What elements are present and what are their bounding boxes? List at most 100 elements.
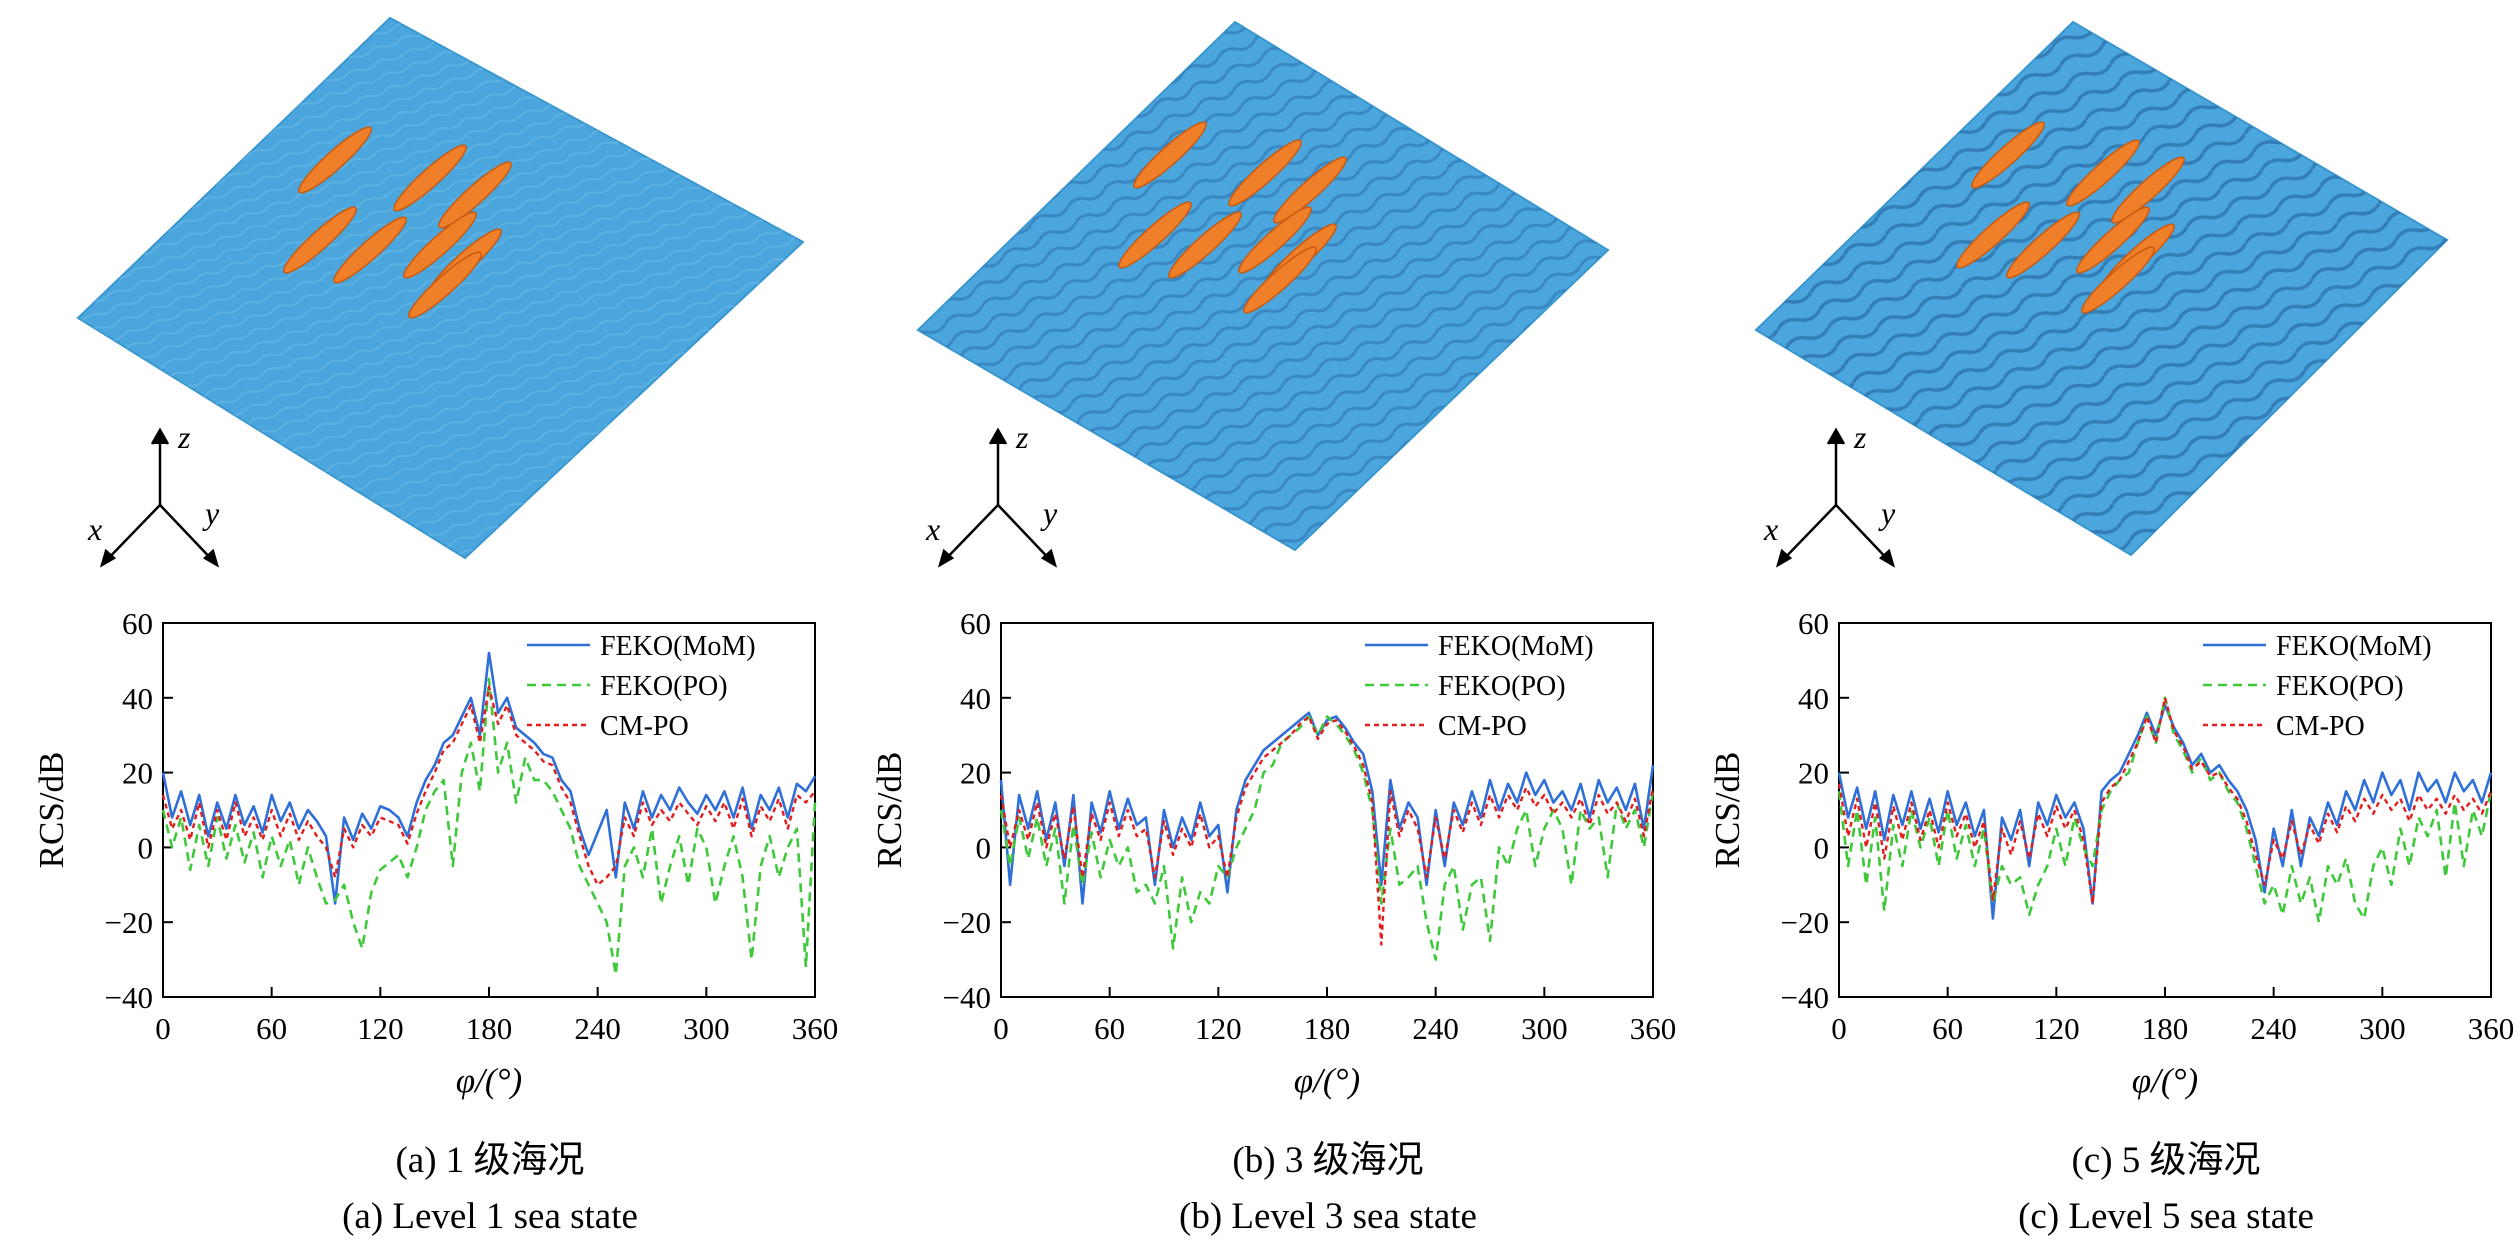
series-line-cm-po [999, 715, 1655, 946]
y-tick-label: −40 [943, 980, 991, 1015]
ship-5 [333, 216, 407, 284]
z-arrow [1826, 427, 1846, 445]
legend-label: FEKO(MoM) [600, 631, 756, 662]
ship-8 [1243, 246, 1317, 314]
ship-3 [2111, 156, 2185, 224]
legend-label: CM-PO [1438, 711, 1527, 742]
x-tick-label: 240 [2250, 1011, 2297, 1046]
ship-8 [2081, 246, 2155, 314]
y-axis-title: RCS/dB [870, 752, 909, 869]
ship-6 [1238, 206, 1312, 274]
sea-scene: z x y [1754, 20, 2449, 568]
sea-scene: z x y [76, 16, 805, 568]
y-axis-label: y [1878, 495, 1896, 531]
ship-6 [403, 211, 477, 279]
x-axis-title: φ/(°) [2132, 1061, 2198, 1100]
series-group [1837, 696, 2493, 924]
legend: FEKO(MoM) FEKO(PO) CM-PO [527, 631, 756, 742]
y-arrow [1040, 548, 1058, 568]
y-tick-label: −40 [1781, 980, 1829, 1015]
y-tick-label: −40 [105, 980, 153, 1015]
x-tick-label: 0 [1831, 1011, 1847, 1046]
x-axis-label: x [87, 511, 102, 547]
x-axis-label: x [925, 511, 940, 547]
caption-cn: (c) 5 级海况 [2071, 1139, 2260, 1181]
legend: FEKO(MoM) FEKO(PO) CM-PO [2203, 631, 2432, 742]
series-line-feko-mom- [1837, 703, 2493, 920]
legend: FEKO(MoM) FEKO(PO) CM-PO [1365, 631, 1594, 742]
series-group [999, 711, 1655, 961]
y-tick-label: 20 [122, 756, 153, 791]
series-line-feko-mom- [161, 651, 817, 905]
caption-en: (b) Level 3 sea state [1179, 1196, 1477, 1237]
x-tick-label: 120 [1195, 1011, 1242, 1046]
legend-label: FEKO(PO) [600, 671, 728, 702]
y-axis-label: y [202, 495, 220, 531]
coordinate-axes [1775, 427, 1896, 568]
y-axis-title: RCS/dB [32, 752, 71, 869]
x-axis-title: φ/(°) [456, 1061, 522, 1100]
x-tick-label: 360 [792, 1011, 839, 1046]
y-tick-label: 60 [122, 606, 153, 641]
caption-cn: (b) 3 级海况 [1232, 1139, 1423, 1181]
x-axis-title: φ/(°) [1294, 1061, 1360, 1100]
ship-3 [438, 161, 512, 229]
x-tick-label: 240 [574, 1011, 621, 1046]
y-axis-title: RCS/dB [1708, 752, 1747, 869]
x-tick-label: 360 [1630, 1011, 1677, 1046]
ship-1 [298, 126, 372, 194]
legend-label: CM-PO [600, 711, 689, 742]
coordinate-axes [937, 427, 1058, 568]
y-arrow [202, 548, 220, 568]
y-tick-label: 60 [1798, 606, 1829, 641]
sea-scene: z x y [916, 20, 1610, 568]
legend-label: FEKO(MoM) [1438, 631, 1594, 662]
ship-6 [2076, 206, 2150, 274]
caption-en: (c) Level 5 sea state [2018, 1196, 2314, 1237]
z-arrow [988, 427, 1008, 445]
ship-1 [1971, 121, 2045, 189]
x-tick-label: 0 [155, 1011, 171, 1046]
y-tick-label: 0 [138, 830, 154, 865]
series-line-feko-mom- [999, 711, 1655, 905]
ship-5 [2006, 211, 2080, 279]
legend-label: CM-PO [2276, 711, 2365, 742]
ship-8 [408, 251, 482, 319]
coordinate-axes [99, 427, 220, 568]
z-axis-label: z [1853, 419, 1867, 455]
x-tick-label: 60 [1932, 1011, 1963, 1046]
y-tick-label: 20 [960, 756, 991, 791]
y-tick-label: 40 [960, 681, 991, 716]
ship-2 [393, 144, 467, 212]
y-tick-label: 60 [960, 606, 991, 641]
y-tick-label: −20 [105, 905, 153, 940]
x-tick-label: 300 [1521, 1011, 1568, 1046]
legend-label: FEKO(PO) [2276, 671, 2404, 702]
legend-label: FEKO(PO) [1438, 671, 1566, 702]
legend-label: FEKO(MoM) [2276, 631, 2432, 662]
ship-group [283, 126, 512, 319]
x-tick-label: 300 [2359, 1011, 2406, 1046]
y-tick-label: 40 [1798, 681, 1829, 716]
series-group [161, 651, 817, 976]
x-tick-label: 60 [256, 1011, 287, 1046]
x-tick-label: 180 [2142, 1011, 2189, 1046]
ship-4 [283, 206, 357, 274]
series-line-cm-po [1837, 696, 2493, 905]
x-tick-label: 300 [683, 1011, 730, 1046]
x-tick-label: 60 [1094, 1011, 1125, 1046]
ship-2 [2066, 139, 2140, 207]
y-tick-label: 40 [122, 681, 153, 716]
x-tick-label: 120 [2033, 1011, 2080, 1046]
ship-group [1118, 121, 1347, 314]
z-axis-label: z [1015, 419, 1029, 455]
x-tick-label: 120 [357, 1011, 404, 1046]
ship-4 [1118, 201, 1192, 269]
ship-group [1956, 121, 2185, 314]
series-line-feko-po- [999, 715, 1655, 961]
x-tick-label: 0 [993, 1011, 1009, 1046]
